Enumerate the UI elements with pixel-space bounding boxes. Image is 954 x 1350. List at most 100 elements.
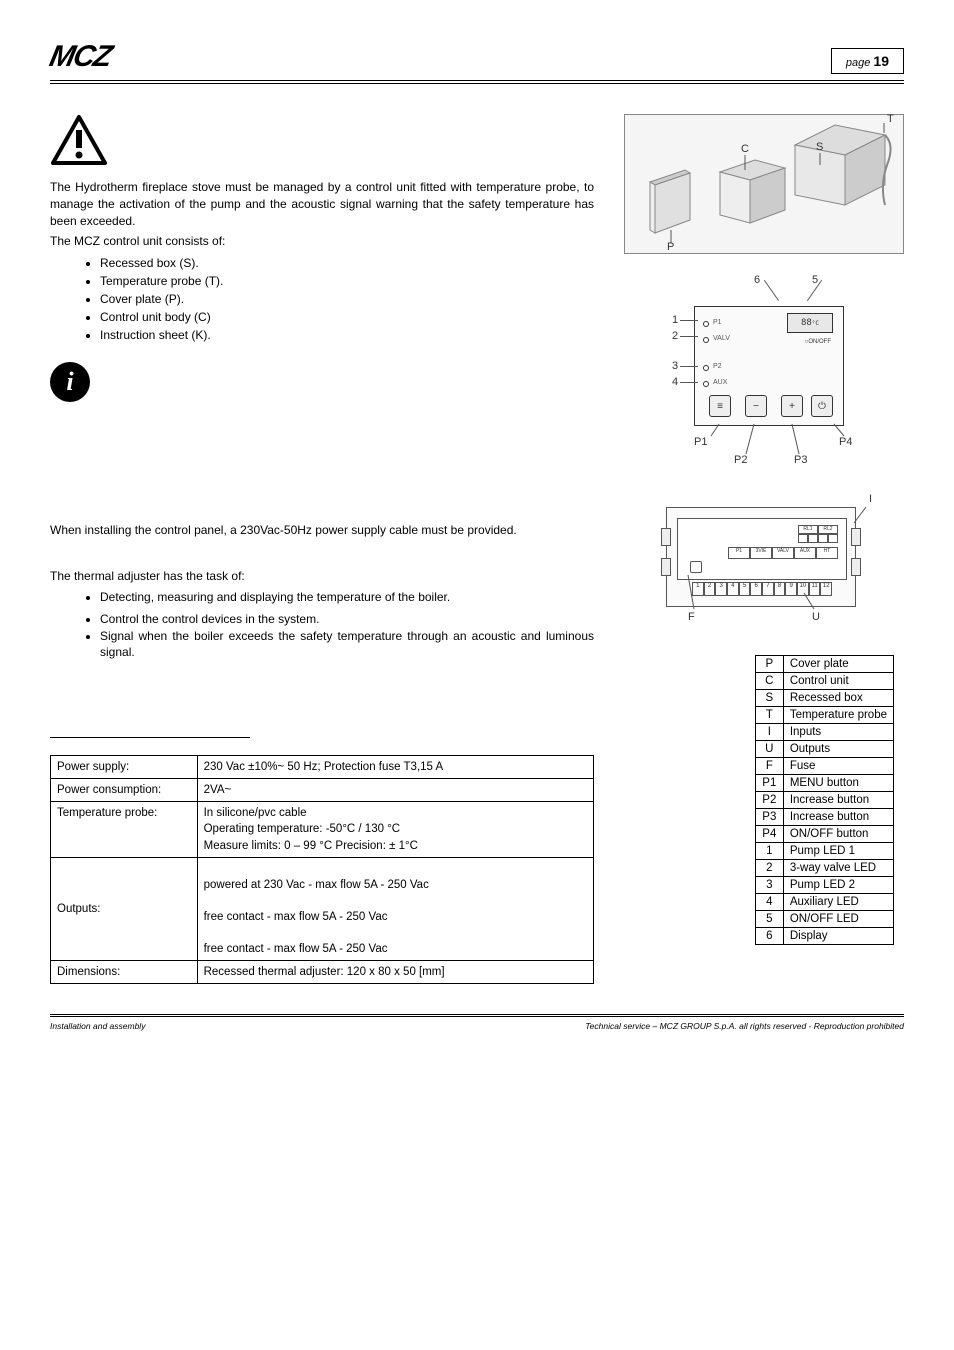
spec-label: Dimensions: xyxy=(51,961,198,984)
spec-value: Recessed thermal adjuster: 120 x 80 x 50… xyxy=(197,961,593,984)
legend-key: 3 xyxy=(755,877,783,894)
table-row: 5ON/OFF LED xyxy=(755,911,893,928)
fig2-label-p1: P1 xyxy=(694,436,707,448)
spec-value: In silicone/pvc cable Operating temperat… xyxy=(197,802,593,857)
leader xyxy=(680,366,698,367)
footer-right: Technical service – MCZ GROUP S.p.A. all… xyxy=(585,1021,904,1031)
legend-value: Outputs xyxy=(783,741,893,758)
figure-exploded-view: P C S T xyxy=(624,114,904,254)
dip-block: RL1 RL2 xyxy=(798,525,838,543)
spec-label: Power consumption: xyxy=(51,779,198,802)
spec-value: 230 Vac ±10%~ 50 Hz; Protection fuse T3,… xyxy=(197,756,593,779)
digital-display: 88°C xyxy=(787,313,833,333)
legend-key: P4 xyxy=(755,826,783,843)
spec-value: 2VA~ xyxy=(197,779,593,802)
table-row: CControl unit xyxy=(755,673,893,690)
onoff-led-label: ○ON/OFF xyxy=(805,339,831,345)
legend-key: U xyxy=(755,741,783,758)
footer-left: Installation and assembly xyxy=(50,1021,145,1031)
figure-rear-terminals: RL1 RL2 P1 3VIE VALV AUX HT xyxy=(654,493,874,633)
led-2 xyxy=(703,337,709,343)
table-row: Dimensions: Recessed thermal adjuster: 1… xyxy=(51,961,594,984)
plus-button[interactable]: + xyxy=(781,395,803,417)
legend-key: 2 xyxy=(755,860,783,877)
legend-key: P3 xyxy=(755,809,783,826)
legend-value: Recessed box xyxy=(783,690,893,707)
header-divider xyxy=(50,80,904,84)
legend-value: Increase button xyxy=(783,809,893,826)
led-lab: P1 xyxy=(713,319,722,326)
legend-key: I xyxy=(755,724,783,741)
legend-key: T xyxy=(755,707,783,724)
led-3 xyxy=(703,365,709,371)
page-number: 19 xyxy=(873,53,889,69)
legend-key: 4 xyxy=(755,894,783,911)
terminal-strip: 123456 789101112 xyxy=(692,582,832,596)
table-row: Power supply: 230 Vac ±10%~ 50 Hz; Prote… xyxy=(51,756,594,779)
connector xyxy=(851,558,861,576)
info-icon: i xyxy=(50,362,90,402)
legend-key: P xyxy=(755,656,783,673)
legend-value: ON/OFF LED xyxy=(783,911,893,928)
spec-label: Outputs: xyxy=(51,857,198,961)
legend-key: F xyxy=(755,758,783,775)
fig1-label-s: S xyxy=(816,141,823,153)
legend-value: Control unit xyxy=(783,673,893,690)
list-item: Signal when the boiler exceeds the safet… xyxy=(100,628,594,662)
fig3-label-f: F xyxy=(688,611,695,623)
table-row: Temperature probe: In silicone/pvc cable… xyxy=(51,802,594,857)
table-row: IInputs xyxy=(755,724,893,741)
table-row: FFuse xyxy=(755,758,893,775)
spacer-underline xyxy=(50,726,250,738)
legend-value: Inputs xyxy=(783,724,893,741)
intro-p1: The Hydrotherm fireplace stove must be m… xyxy=(50,179,594,229)
specs-table: Power supply: 230 Vac ±10%~ 50 Hz; Prote… xyxy=(50,755,594,984)
list-item: Detecting, measuring and displaying the … xyxy=(100,589,594,606)
legend-value: ON/OFF button xyxy=(783,826,893,843)
table-row: 3Pump LED 2 xyxy=(755,877,893,894)
figure-front-panel: 88°C ○ON/OFF P1 VALV P2 AUX ≡ − + ⏻ xyxy=(654,276,874,471)
footer-divider xyxy=(50,1014,904,1017)
fig1-label-t: T xyxy=(887,113,894,125)
legend-value: Cover plate xyxy=(783,656,893,673)
page-indicator: page 19 xyxy=(831,48,904,74)
table-row: TTemperature probe xyxy=(755,707,893,724)
legend-key: 1 xyxy=(755,843,783,860)
legend-value: Temperature probe xyxy=(783,707,893,724)
table-row: 1Pump LED 1 xyxy=(755,843,893,860)
led-lab: AUX xyxy=(713,379,727,386)
install-note: When installing the control panel, a 230… xyxy=(50,522,594,539)
fig2-label-p3: P3 xyxy=(794,454,807,466)
legend-key: C xyxy=(755,673,783,690)
fig1-label-p: P xyxy=(667,241,674,253)
legend-value: Increase button xyxy=(783,792,893,809)
legend-value: 3-way valve LED xyxy=(783,860,893,877)
fig2-label-6: 6 xyxy=(754,274,760,286)
legend-key: 5 xyxy=(755,911,783,928)
parts-list: Recessed box (S). Temperature probe (T).… xyxy=(50,254,594,344)
legend-value: MENU button xyxy=(783,775,893,792)
spec-label: Temperature probe: xyxy=(51,802,198,857)
legend-key: S xyxy=(755,690,783,707)
fig2-label-3: 3 xyxy=(672,360,678,372)
led-4 xyxy=(703,381,709,387)
minus-button[interactable]: − xyxy=(745,395,767,417)
connector xyxy=(661,528,671,546)
table-row: P4ON/OFF button xyxy=(755,826,893,843)
legend-key: P1 xyxy=(755,775,783,792)
led-1 xyxy=(703,321,709,327)
list-item: Control unit body (C) xyxy=(100,308,594,326)
warning-icon xyxy=(50,114,594,169)
tasks-heading: The thermal adjuster has the task of: xyxy=(50,568,594,585)
spec-label: Power supply: xyxy=(51,756,198,779)
connector xyxy=(851,528,861,546)
table-row: 6Display xyxy=(755,928,893,945)
brand-logo: MCZ xyxy=(46,40,114,74)
legend-value: Fuse xyxy=(783,758,893,775)
led-lab: VALV xyxy=(713,335,730,342)
legend-key: 6 xyxy=(755,928,783,945)
menu-button[interactable]: ≡ xyxy=(709,395,731,417)
power-button[interactable]: ⏻ xyxy=(811,395,833,417)
leader xyxy=(680,320,698,321)
spec-value: powered at 230 Vac - max flow 5A - 250 V… xyxy=(197,857,593,961)
